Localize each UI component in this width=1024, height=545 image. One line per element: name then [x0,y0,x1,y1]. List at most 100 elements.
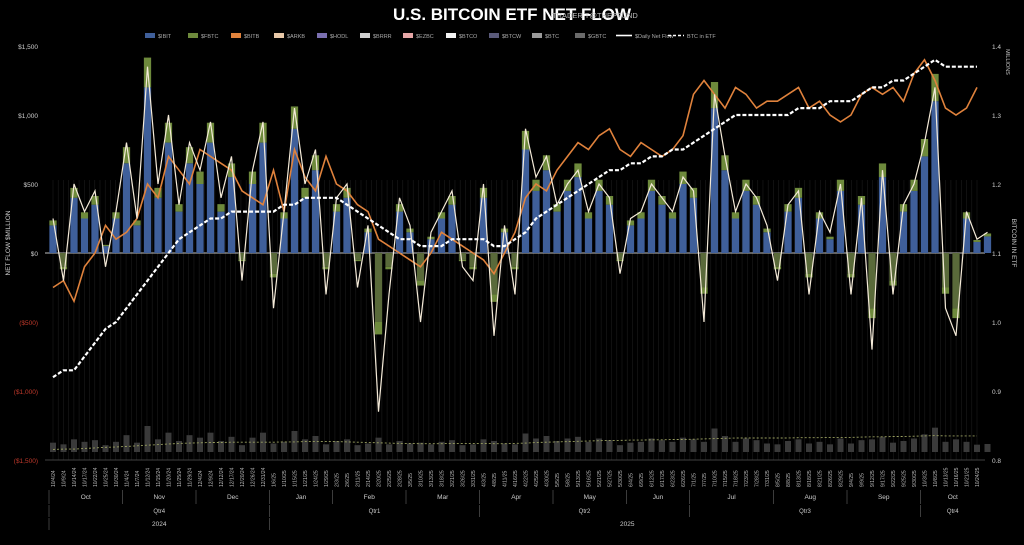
volume-bar [302,439,308,452]
volume-bar [711,428,718,452]
fbtc-bar [731,212,740,219]
ibit-bar [364,232,372,253]
year-label: 2024 [152,521,167,528]
ibit-bar [805,253,813,274]
x-date-label: 6/9/25 [639,473,645,487]
ibit-bar [511,253,519,267]
ibit-bar [437,218,446,253]
legend-label: $IBIT [158,34,172,40]
quarter-label: Qtr1 [369,509,381,515]
x-date-label: 3/21/25 [450,470,456,487]
legend-label: $EZBC [416,34,434,40]
left-tick-label: $1,000 [18,113,38,120]
x-date-label: 3/13/25 [429,470,435,487]
right-tick-label: 1.4 [992,44,1001,51]
ibit-bar [983,236,992,253]
volume-bar [134,442,140,452]
fbtc-bar [952,308,960,319]
ibit-bar [910,190,918,253]
volume-bar [848,443,854,452]
volume-bar [50,442,56,452]
right-tick-label: 1.2 [992,182,1001,189]
month-label: Apr [511,494,522,501]
volume-bar [197,437,203,452]
volume-bar [417,442,424,452]
ibit-bar [773,253,782,267]
volume-bar [617,445,623,452]
x-date-label: 11/7/24 [135,470,141,487]
ibit-bar [206,142,215,253]
ibit-bar [553,211,561,253]
fbtc-bar [332,204,341,212]
x-date-label: 8/29/25 [839,470,845,487]
ibit-bar [280,218,288,253]
right-tick-label: 1.3 [992,113,1001,120]
x-date-label: 9/17/25 [881,470,887,487]
volume-bar [732,441,739,452]
legend-item: $BRRR [360,33,392,40]
ibit-bar [941,253,950,288]
x-date-label: 5/8/25 [566,473,572,487]
legend-swatch [188,33,198,38]
volume-bar [218,441,224,452]
x-date-label: 8/13/25 [797,470,803,487]
ibit-bar [91,204,99,253]
ibit-bar [721,170,729,253]
x-date-label: 10/25/24 [104,467,110,487]
legend-swatch [489,33,499,38]
x-date-label: 4/11/25 [503,470,509,487]
x-date-label: 10/13/25 [944,467,950,487]
x-date-label: 7/7/25 [702,473,708,487]
ibit-bar [595,190,603,253]
month-label: Mar [437,494,449,501]
volume-bar [774,444,781,452]
ibit-bar [889,253,897,281]
ibit-bar [343,197,351,253]
volume-bar [165,432,172,452]
fbtc-bar [973,239,981,242]
x-date-label: 7/10/25 [713,470,719,487]
volume-bars [50,426,991,452]
volume-bar [858,440,865,452]
volume-bar [827,444,833,452]
volume-bar [879,436,886,452]
quarter-label: Qtr2 [579,509,591,515]
fbtc-bar [479,187,488,198]
volume-bar [396,441,403,452]
x-date-label: 3/26/25 [461,470,467,487]
volume-bar [312,436,319,452]
ibit-bar [679,184,687,253]
ibit-bar [479,197,488,253]
legend: $IBIT $FBTC $BITB $ARKB $HODL $BRRR $EZBC $BTCO… [145,33,716,40]
x-date-label: 11/25/24 [177,468,183,487]
ibit-bar [238,253,246,260]
volume-bar [113,441,119,452]
x-date-label: 7/28/25 [755,470,761,487]
ibit-bar [836,190,845,253]
fbtc-bar [217,204,225,212]
chart-title: U.S. BITCOIN ETF NET FLOW [393,5,632,24]
legend-label: $BTCO [459,34,478,40]
ibit-bar [574,177,582,253]
ibit-bar [269,253,278,274]
x-date-label: 1/21/25 [303,470,309,487]
ibit-bar [700,253,708,288]
x-date-label: 8/5/25 [776,473,782,487]
x-date-label: 6/26/25 [681,470,687,487]
left-axis-label: NET FLOW $MILLION [5,210,12,275]
volume-bar [102,445,109,452]
volume-bar [228,436,235,452]
x-date-label: 11/29/24 [188,468,194,487]
ibit-bar [658,204,666,253]
legend-label: $BTC [545,34,559,40]
volume-bar [512,444,518,452]
fbtc-bar [101,244,110,247]
legend-label: $Daily Net Flow [635,34,674,40]
volume-bar [386,444,392,452]
ibit-bar [217,211,225,253]
ibit-bar [931,101,939,253]
volume-bar [869,439,875,452]
volume-bar [270,443,277,452]
fbtc-bar [584,212,593,219]
legend-label: $HODL [330,34,348,40]
